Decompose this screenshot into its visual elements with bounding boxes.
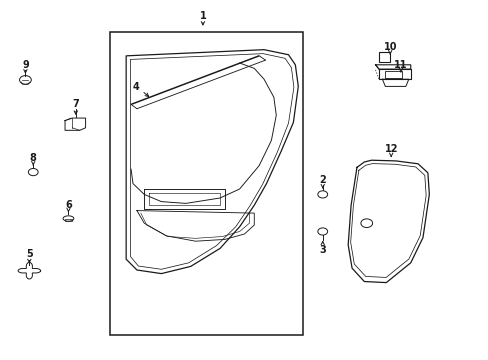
- Text: 12: 12: [384, 144, 397, 154]
- Text: 6: 6: [65, 200, 72, 210]
- Bar: [110, 32, 303, 335]
- Text: 10: 10: [383, 42, 396, 52]
- Bar: [385, 71, 402, 78]
- Text: 11: 11: [393, 60, 407, 70]
- Text: 8: 8: [30, 153, 37, 163]
- Text: 7: 7: [72, 99, 79, 109]
- Text: 2: 2: [319, 175, 325, 185]
- Text: 1: 1: [199, 11, 206, 21]
- Text: 9: 9: [22, 60, 29, 70]
- Text: 3: 3: [319, 245, 325, 255]
- Text: 4: 4: [132, 82, 139, 92]
- Bar: [378, 52, 389, 62]
- Text: 5: 5: [26, 249, 33, 259]
- Bar: [65, 219, 72, 221]
